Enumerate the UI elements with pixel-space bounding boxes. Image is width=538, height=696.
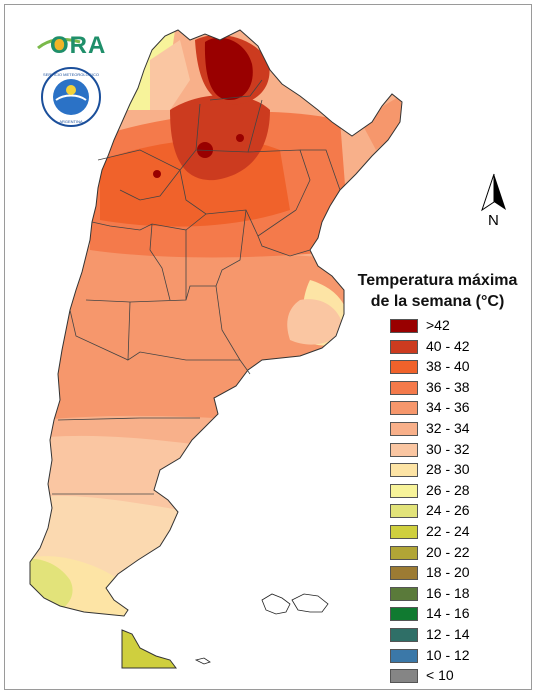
tierra-del-fuego xyxy=(121,629,177,669)
legend-label: 38 - 40 xyxy=(426,358,470,375)
legend-swatch xyxy=(390,586,418,601)
legend-label: 20 - 22 xyxy=(426,543,470,560)
ora-logo-text: ORA xyxy=(50,32,107,59)
legend-swatch xyxy=(390,380,418,395)
legend-swatch xyxy=(390,524,418,539)
legend-label: 24 - 26 xyxy=(426,502,470,519)
legend-swatch xyxy=(390,421,418,436)
legend-swatch xyxy=(390,463,418,478)
legend-swatch xyxy=(390,545,418,560)
legend-title-line1: Temperatura máxima xyxy=(357,272,518,289)
legend-label: 18 - 20 xyxy=(426,564,470,581)
legend-label: 34 - 36 xyxy=(426,399,470,416)
legend-label: 22 - 24 xyxy=(426,522,470,539)
legend-swatch xyxy=(390,627,418,642)
province-borders xyxy=(52,79,341,495)
legend-swatch xyxy=(390,504,418,519)
north-arrow: N xyxy=(478,172,514,232)
map-frame xyxy=(4,4,532,690)
legend-label: 36 - 38 xyxy=(426,378,470,395)
legend-swatch xyxy=(390,360,418,375)
legend-label: 40 - 42 xyxy=(426,337,470,354)
legend-label: 16 - 18 xyxy=(426,584,470,601)
legend-label: 12 - 14 xyxy=(426,625,470,642)
legend-swatch xyxy=(390,319,418,333)
legend-label: 14 - 16 xyxy=(426,605,470,622)
legend-swatch xyxy=(390,566,418,581)
ora-logo: ORA xyxy=(36,30,105,60)
legend-swatch xyxy=(390,339,418,354)
legend-title: Temperatura máxima de la semana (°C) xyxy=(340,270,535,312)
smn-seal-icon: SERVICIO METEOROLOGICO ARGENTINA xyxy=(41,67,101,127)
legend-swatch xyxy=(390,607,418,622)
legend-label: 30 - 32 xyxy=(426,440,470,457)
legend-swatch xyxy=(390,669,418,684)
north-label: N xyxy=(488,212,499,229)
leaf-swoosh-icon xyxy=(37,37,81,51)
malvinas-islands xyxy=(194,593,329,665)
legend-swatch xyxy=(390,483,418,498)
country-outline xyxy=(29,29,403,617)
svg-text:ARGENTINA: ARGENTINA xyxy=(59,119,83,124)
north-arrow-icon xyxy=(481,173,506,212)
smn-seal: SERVICIO METEOROLOGICO ARGENTINA xyxy=(40,66,102,128)
legend-label: >42 xyxy=(426,317,450,333)
svg-text:SERVICIO METEOROLOGICO: SERVICIO METEOROLOGICO xyxy=(43,72,99,77)
legend-label: 26 - 28 xyxy=(426,481,470,498)
legend-label: 10 - 12 xyxy=(426,646,470,663)
legend-swatch xyxy=(390,442,418,457)
legend-swatch xyxy=(390,401,418,416)
legend-label: < 10 xyxy=(426,667,454,684)
legend-label: 32 - 34 xyxy=(426,419,470,436)
legend-title-line2: de la semana (°C) xyxy=(370,293,505,310)
legend-label: 28 - 30 xyxy=(426,461,470,478)
legend-swatch xyxy=(390,648,418,663)
